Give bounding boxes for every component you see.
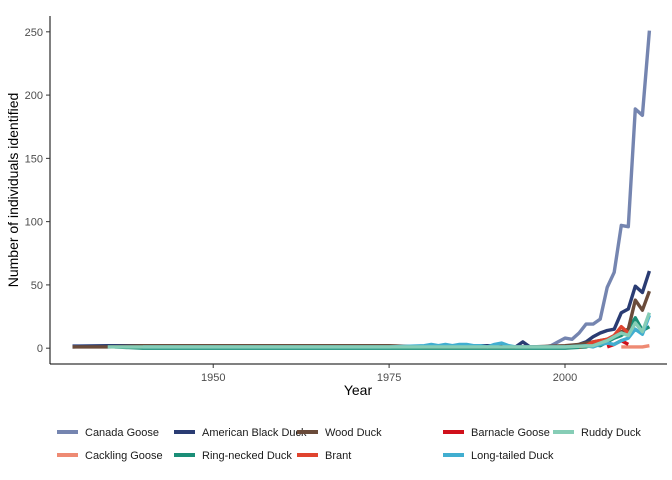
legend-item-barnacle-goose: Barnacle Goose bbox=[443, 427, 550, 439]
legend-item-wood-duck: Wood Duck bbox=[297, 427, 382, 439]
y-tick-label: 0 bbox=[37, 343, 43, 355]
legend-item-ring-necked-duck: Ring-necked Duck bbox=[174, 450, 292, 462]
legend-label: Ring-necked Duck bbox=[202, 450, 292, 462]
y-tick-label: 50 bbox=[31, 280, 43, 292]
legend-label: Long-tailed Duck bbox=[471, 450, 554, 462]
legend-item-ruddy-duck: Ruddy Duck bbox=[553, 427, 641, 439]
series-layer bbox=[72, 30, 652, 350]
legend-label: Ruddy Duck bbox=[581, 427, 641, 439]
legend-item-american-black-duck: American Black Duck bbox=[174, 427, 307, 439]
legend-label: Barnacle Goose bbox=[471, 427, 550, 439]
legend-label: American Black Duck bbox=[202, 427, 307, 439]
series-line-ruddy-duck bbox=[107, 312, 651, 349]
series-line-cackling-goose bbox=[621, 344, 650, 349]
axis-layer: 0 50 100 150 200 250 1950 1975 2000 bbox=[25, 27, 578, 384]
x-tick-label: 2000 bbox=[553, 372, 577, 384]
legend-label: Brant bbox=[325, 450, 351, 462]
y-tick-label: 100 bbox=[25, 217, 43, 229]
legend-label: Canada Goose bbox=[85, 427, 159, 439]
legend-label: Cackling Goose bbox=[85, 450, 163, 462]
x-tick-label: 1975 bbox=[377, 372, 401, 384]
legend: Canada Goose Cackling Goose American Black… bbox=[57, 427, 641, 462]
legend-item-cackling-goose: Cackling Goose bbox=[57, 450, 163, 462]
x-axis-title: Year bbox=[344, 382, 373, 398]
legend-item-long-tailed-duck: Long-tailed Duck bbox=[443, 450, 554, 462]
legend-item-brant: Brant bbox=[297, 450, 351, 462]
y-tick-label: 200 bbox=[25, 90, 43, 102]
legend-item-canada-goose: Canada Goose bbox=[57, 427, 159, 439]
legend-label: Wood Duck bbox=[325, 427, 382, 439]
y-axis-title: Number of individuals identified bbox=[5, 93, 21, 288]
y-tick-label: 150 bbox=[25, 153, 43, 165]
y-tick-label: 250 bbox=[25, 27, 43, 39]
x-tick-label: 1950 bbox=[201, 372, 225, 384]
